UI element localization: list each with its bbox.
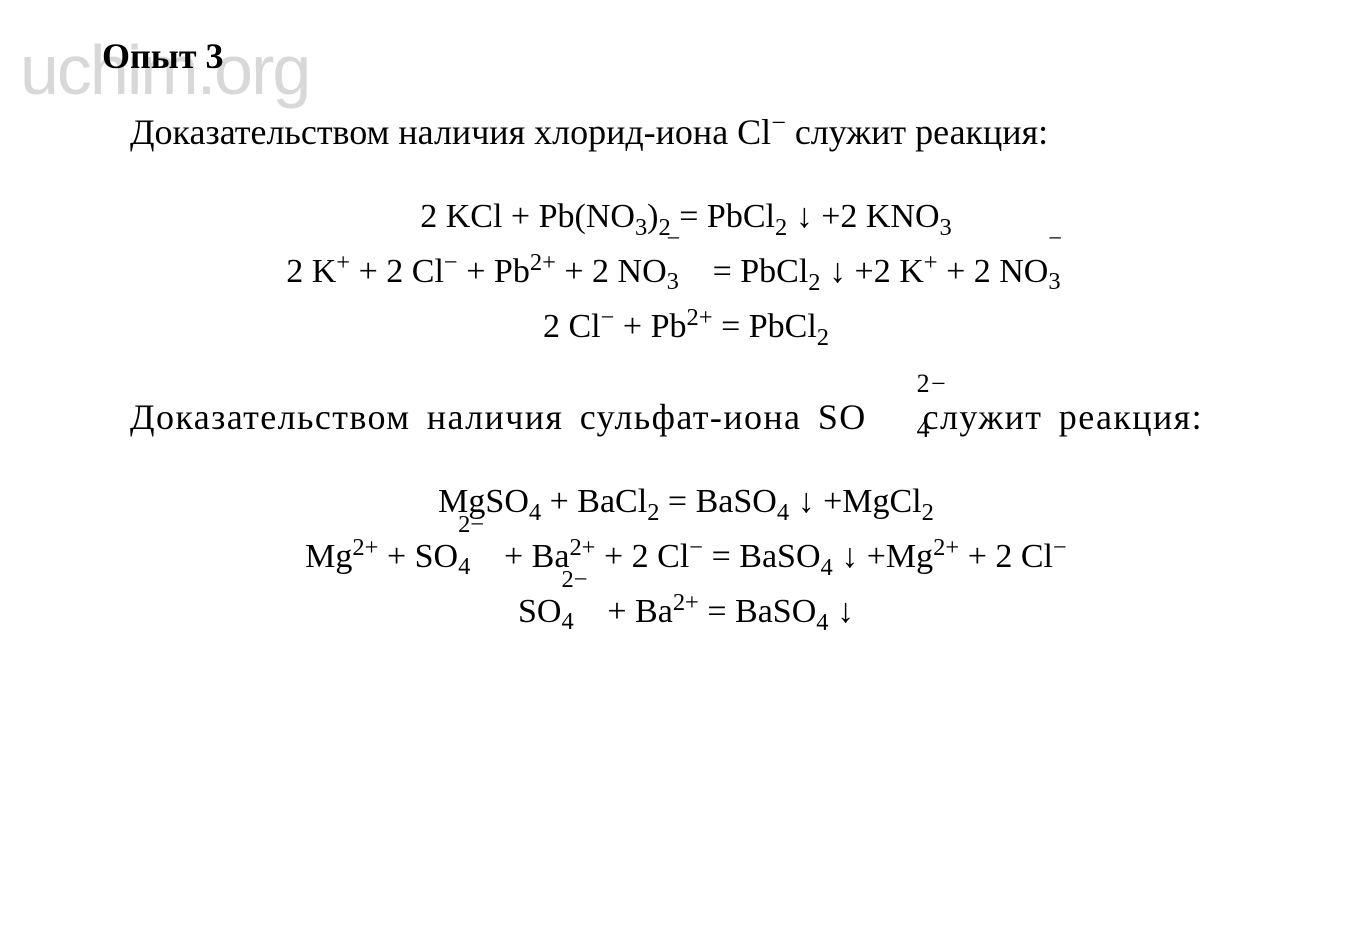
eq-sub: 2 (647, 499, 659, 526)
eq-ss-top: − (667, 227, 681, 251)
eq-text: + 2 Cl (595, 538, 689, 575)
paragraph-1: Доказательством наличия хлорид-иона Cl− … (80, 105, 1292, 159)
eq-text: = BaSO (699, 593, 816, 630)
para2-supsub: 2−4 (867, 393, 907, 429)
eq-text: ↓ +MgCl (789, 483, 922, 520)
eq-text: + Ba (599, 593, 673, 630)
eq-text: ↓ +2 K (821, 253, 924, 290)
document-content: Опыт 3 Доказательством наличия хлорид-ио… (80, 35, 1292, 639)
eq-sub: 2 (808, 269, 820, 296)
eq-supsub: −3 (1048, 248, 1085, 282)
eq-ss-top: 2− (458, 513, 484, 537)
eq-sup: 2+ (530, 249, 556, 276)
eq-text: = PbCl (713, 308, 817, 345)
eq-sub: 2 (775, 214, 787, 241)
eq-text: + 2 Cl (350, 253, 444, 290)
eq-text: ↓ +Mg (833, 538, 933, 575)
equation-block-2: MgSO4 + BaCl2 = BaSO4 ↓ +MgCl2 Mg2+ + SO… (80, 474, 1292, 639)
eq-sub: 2 (817, 324, 829, 351)
para2-text-pre: Доказательством наличия сульфат-иона SO (130, 397, 867, 437)
eq-sup: + (336, 249, 350, 276)
eq-sup: − (1053, 534, 1067, 561)
eq-sup: − (601, 304, 615, 331)
eq-sup: − (689, 534, 703, 561)
eq-sub: 3 (940, 214, 952, 241)
eq-sub: 3 (635, 214, 647, 241)
eq-line-1-2: 2 K+ + 2 Cl− + Pb2+ + 2 NO−3 = PbCl2 ↓ +… (80, 244, 1292, 299)
eq-text: Mg (305, 538, 352, 575)
eq-ss-bot: 4 (458, 555, 470, 579)
experiment-heading: Опыт 3 (80, 35, 1292, 77)
eq-text: + 2 NO (938, 253, 1049, 290)
eq-text: + 2 Cl (959, 538, 1053, 575)
eq-supsub: 2−4 (561, 588, 598, 622)
eq-sup: 2+ (687, 304, 713, 331)
eq-sup: + (924, 249, 938, 276)
para1-superscript: − (771, 108, 786, 137)
para2-ss-top: 2− (867, 371, 947, 397)
eq-text: 2 KCl + Pb(NO (420, 198, 635, 235)
eq-ss-bot: 3 (1048, 270, 1060, 294)
para2-text-post: служит реакция: (906, 397, 1203, 437)
eq-sub: 4 (816, 609, 828, 636)
eq-ss-bot: 4 (561, 610, 573, 634)
eq-sub: 4 (777, 499, 789, 526)
eq-text: ↓ (829, 593, 855, 630)
eq-text: + SO (378, 538, 458, 575)
eq-text: = PbCl (704, 253, 808, 290)
eq-sup: 2+ (569, 534, 595, 561)
eq-supsub: −3 (667, 248, 704, 282)
eq-line-1-3: 2 Cl− + Pb2+ = PbCl2 (80, 299, 1292, 354)
eq-text: ) (647, 198, 658, 235)
eq-text: = BaSO (659, 483, 776, 520)
eq-line-2-1: MgSO4 + BaCl2 = BaSO4 ↓ +MgCl2 (80, 474, 1292, 529)
para1-text-pre: Доказательством наличия хлорид-иона Cl (130, 112, 771, 152)
eq-sup: − (444, 249, 458, 276)
eq-sub: 2 (922, 499, 934, 526)
eq-text: 2 K (286, 253, 336, 290)
eq-line-2-3: SO2−4 + Ba2+ = BaSO4 ↓ (80, 584, 1292, 639)
eq-text: + Pb (458, 253, 530, 290)
eq-line-2-2: Mg2+ + SO2−4 + Ba2+ + 2 Cl− = BaSO4 ↓ +M… (80, 529, 1292, 584)
eq-text: + 2 NO (556, 253, 667, 290)
eq-text: + BaCl (541, 483, 647, 520)
eq-text: 2 Cl (543, 308, 601, 345)
eq-sub: 4 (821, 554, 833, 581)
eq-sub: 4 (529, 499, 541, 526)
eq-text: = PbCl (671, 198, 775, 235)
eq-text: + Ba (495, 538, 569, 575)
eq-text: = BaSO (703, 538, 820, 575)
eq-ss-bot: 3 (667, 270, 679, 294)
eq-ss-top: − (1048, 227, 1062, 251)
eq-sup: 2+ (933, 534, 959, 561)
eq-ss-top: 2− (561, 568, 587, 592)
eq-sup: 2+ (673, 589, 699, 616)
para2-ss-bot: 4 (867, 416, 931, 442)
eq-supsub: 2−4 (458, 533, 495, 567)
eq-sup: 2+ (352, 534, 378, 561)
eq-text: + Pb (614, 308, 686, 345)
paragraph-2: Доказательством наличия сульфат-иона SO2… (80, 390, 1292, 444)
eq-line-1-1: 2 KCl + Pb(NO3)2 = PbCl2 ↓ +2 KNO3 (80, 189, 1292, 244)
eq-text: SO (518, 593, 561, 630)
eq-text: ↓ +2 KNO (787, 198, 939, 235)
para1-text-post: служит реакция: (786, 112, 1048, 152)
equation-block-1: 2 KCl + Pb(NO3)2 = PbCl2 ↓ +2 KNO3 2 K+ … (80, 189, 1292, 354)
